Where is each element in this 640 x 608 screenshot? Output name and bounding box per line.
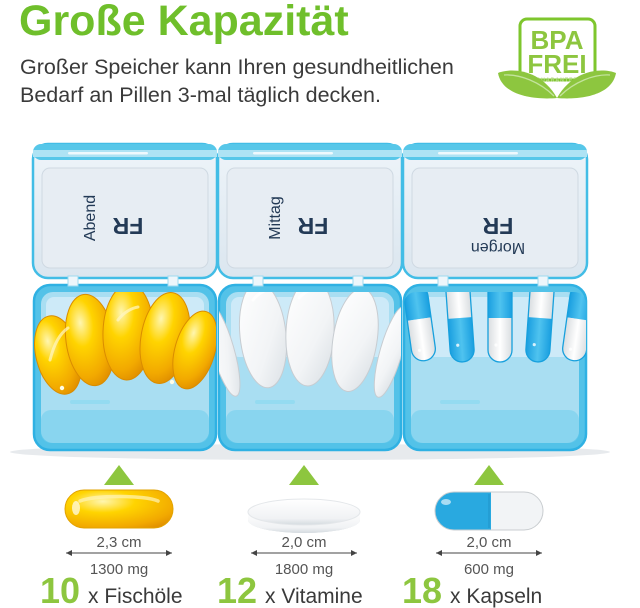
svg-text:2,3 cm: 2,3 cm (96, 534, 141, 551)
svg-text:600 mg: 600 mg (464, 561, 514, 578)
svg-text:1800 mg: 1800 mg (275, 561, 333, 578)
svg-text:x Vitamine: x Vitamine (265, 585, 363, 608)
svg-text:x Fischöle: x Fischöle (88, 585, 183, 608)
svg-text:Mittag: Mittag (267, 196, 284, 240)
svg-text:FR: FR (112, 213, 143, 239)
svg-text:Morgen: Morgen (471, 239, 525, 256)
svg-text:FR: FR (482, 213, 513, 239)
svg-text:2,0 cm: 2,0 cm (466, 534, 511, 551)
svg-text:FR: FR (297, 213, 328, 239)
svg-text:18: 18 (402, 570, 442, 608)
svg-text:Abend: Abend (82, 195, 99, 241)
svg-text:x Kapseln: x Kapseln (450, 585, 542, 608)
svg-text:12: 12 (217, 570, 257, 608)
svg-text:2,0 cm: 2,0 cm (281, 534, 326, 551)
svg-text:1300 mg: 1300 mg (90, 561, 148, 578)
svg-text:10: 10 (40, 570, 80, 608)
